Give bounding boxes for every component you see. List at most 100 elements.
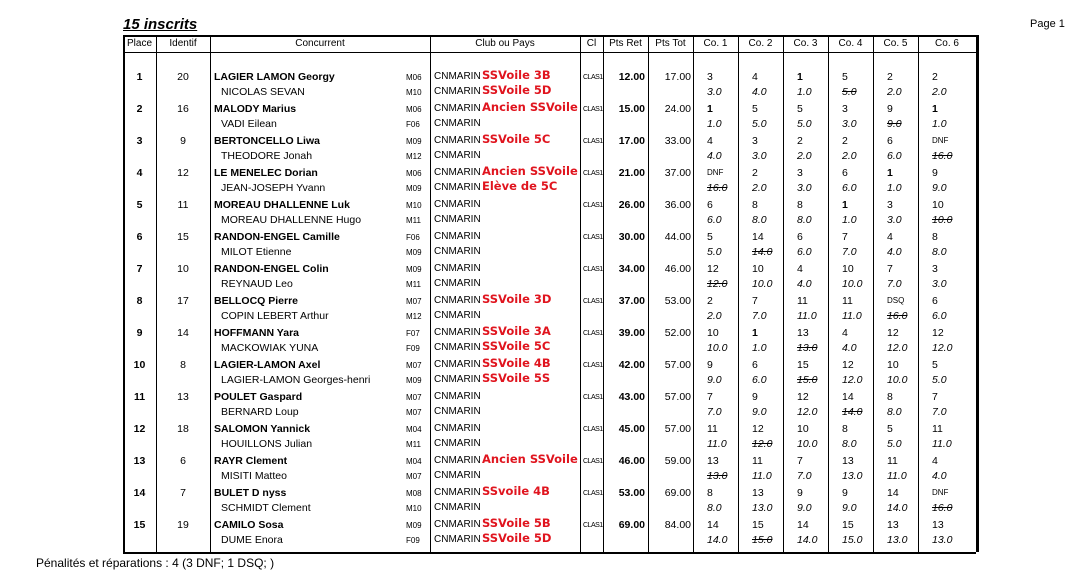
place: 11 bbox=[133, 391, 146, 403]
club: CNMARIN bbox=[434, 487, 481, 498]
race-rank: 5 bbox=[752, 103, 758, 115]
race-rank: 5 bbox=[842, 71, 848, 83]
identifier: 14 bbox=[177, 327, 189, 339]
column-header: Cl bbox=[586, 38, 597, 49]
race-points: 16.0 bbox=[887, 310, 908, 322]
race-rank: DNF bbox=[707, 168, 724, 177]
race-rank: 8 bbox=[707, 487, 713, 499]
category: M10 bbox=[406, 88, 422, 97]
category: M09 bbox=[406, 184, 422, 193]
crew-name: HOUILLONS Julian bbox=[221, 438, 313, 450]
points-retained: 34.00 bbox=[618, 263, 645, 275]
points-retained: 21.00 bbox=[618, 167, 645, 179]
category: M07 bbox=[406, 297, 422, 306]
race-rank: 4 bbox=[707, 135, 713, 147]
column-header: Co. 5 bbox=[883, 38, 908, 49]
note: Ancien SSVoile bbox=[482, 164, 578, 178]
points-total: 37.00 bbox=[664, 167, 691, 179]
race-points: 13.0 bbox=[887, 534, 908, 546]
class: CLAS1 bbox=[583, 106, 603, 113]
race-rank: 7 bbox=[797, 455, 803, 467]
race-rank: 14 bbox=[842, 391, 854, 403]
race-points: 1.0 bbox=[752, 342, 767, 354]
table-border bbox=[123, 35, 976, 37]
race-rank: DSQ bbox=[887, 296, 905, 305]
race-points: 2.0 bbox=[797, 150, 812, 162]
place: 12 bbox=[133, 423, 146, 435]
column-header: Co. 4 bbox=[838, 38, 863, 49]
race-points: 3.0 bbox=[842, 118, 857, 130]
race-rank: 11 bbox=[842, 295, 853, 307]
column-header: Co. 6 bbox=[935, 38, 959, 49]
race-rank: 2 bbox=[887, 71, 893, 83]
points-retained: 12.00 bbox=[618, 71, 645, 83]
race-rank: 2 bbox=[932, 71, 938, 83]
race-rank: 8 bbox=[797, 199, 803, 211]
race-rank: 1 bbox=[887, 167, 893, 179]
helm-name: RANDON-ENGEL Colin bbox=[214, 263, 329, 275]
club: CNMARIN bbox=[434, 310, 481, 321]
club: CNMARIN bbox=[434, 150, 481, 161]
race-rank: 12 bbox=[887, 327, 899, 339]
race-rank: 4 bbox=[932, 455, 938, 467]
race-points: 2.0 bbox=[707, 310, 722, 322]
helm-name: BULET D nyss bbox=[214, 487, 287, 499]
club: CNMARIN bbox=[434, 327, 481, 338]
race-points: 6.0 bbox=[707, 214, 722, 226]
category: M12 bbox=[406, 152, 422, 161]
category: M06 bbox=[406, 105, 422, 114]
club: CNMARIN bbox=[434, 342, 481, 353]
footer-note: Pénalités et réparations : 4 (3 DNF; 1 D… bbox=[36, 556, 275, 570]
identifier: 19 bbox=[177, 519, 189, 531]
race-points: 7.0 bbox=[887, 278, 902, 290]
class: CLAS1 bbox=[583, 522, 603, 529]
helm-name: BERTONCELLO Liwa bbox=[214, 135, 320, 147]
race-rank: 3 bbox=[887, 199, 893, 211]
race-points: 10.0 bbox=[887, 374, 908, 386]
race-rank: 5 bbox=[707, 231, 713, 243]
note: Ancien SSVoile bbox=[482, 452, 578, 466]
crew-name: VADI Eilean bbox=[221, 118, 277, 130]
race-rank: 15 bbox=[842, 519, 854, 531]
race-points: 2.0 bbox=[752, 182, 767, 194]
note: Ancien SSVoile bbox=[482, 100, 578, 114]
column-line bbox=[123, 35, 125, 552]
race-points: 15.0 bbox=[752, 534, 773, 546]
category: M10 bbox=[406, 201, 422, 210]
club: CNMARIN bbox=[434, 246, 481, 257]
category: M06 bbox=[406, 73, 422, 82]
race-points: 3.0 bbox=[932, 278, 947, 290]
race-rank: 7 bbox=[707, 391, 713, 403]
club: CNMARIN bbox=[434, 374, 481, 385]
race-rank: 6 bbox=[887, 135, 893, 147]
table-border bbox=[123, 52, 976, 53]
points-retained: 69.00 bbox=[618, 519, 645, 531]
race-rank: 3 bbox=[932, 263, 938, 275]
race-rank: 4 bbox=[797, 263, 803, 275]
identifier: 17 bbox=[177, 295, 189, 307]
column-line bbox=[156, 35, 157, 552]
column-header: Co. 2 bbox=[748, 38, 773, 49]
class: CLAS1 bbox=[583, 362, 603, 369]
class: CLAS1 bbox=[583, 170, 603, 177]
race-points: 10.0 bbox=[707, 342, 728, 354]
category: F09 bbox=[406, 536, 420, 545]
class: CLAS1 bbox=[583, 394, 603, 401]
race-points: 1.0 bbox=[932, 118, 947, 130]
points-retained: 43.00 bbox=[618, 391, 645, 403]
points-retained: 53.00 bbox=[618, 487, 645, 499]
race-points: 3.0 bbox=[887, 214, 902, 226]
race-points: 1.0 bbox=[887, 182, 902, 194]
race-points: 4.0 bbox=[887, 246, 902, 258]
race-points: 11.0 bbox=[797, 310, 817, 322]
points-total: 44.00 bbox=[664, 231, 691, 243]
race-rank: 10 bbox=[797, 423, 809, 435]
race-points: 12.0 bbox=[752, 438, 773, 450]
points-total: 24.00 bbox=[664, 103, 691, 115]
race-rank: 7 bbox=[932, 391, 938, 403]
place: 1 bbox=[136, 71, 143, 83]
race-rank: 8 bbox=[842, 423, 848, 435]
race-rank: 8 bbox=[932, 231, 938, 243]
race-rank: 1 bbox=[752, 327, 758, 339]
race-points: 2.0 bbox=[842, 150, 857, 162]
